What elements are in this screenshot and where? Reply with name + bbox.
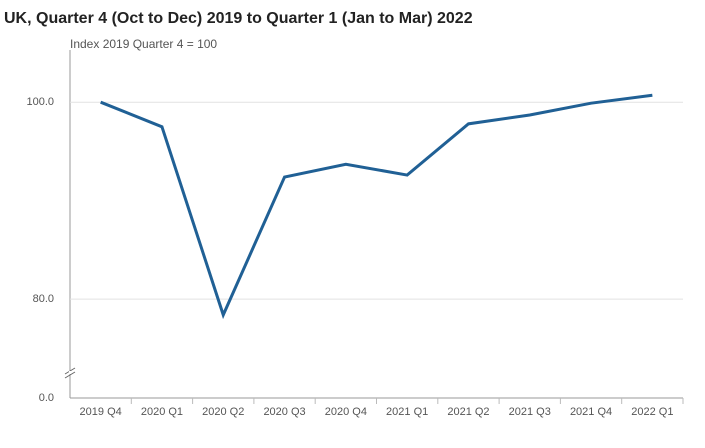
x-tick-label: 2019 Q4 bbox=[80, 406, 122, 418]
chart-title: UK, Quarter 4 (Oct to Dec) 2019 to Quart… bbox=[4, 10, 473, 27]
y-tick-label: 0.0 bbox=[39, 392, 54, 404]
axis-break-gap bbox=[69, 371, 71, 374]
x-tick-label: 2021 Q4 bbox=[570, 406, 612, 418]
y-tick-label: 100.0 bbox=[26, 96, 54, 108]
x-tick-label: 2020 Q2 bbox=[202, 406, 244, 418]
y-tick-label: 80.0 bbox=[33, 293, 54, 305]
x-tick-label: 2020 Q4 bbox=[325, 406, 367, 418]
x-tick-label: 2021 Q2 bbox=[447, 406, 489, 418]
x-tick-label: 2020 Q3 bbox=[263, 406, 305, 418]
x-tick-label: 2021 Q1 bbox=[386, 406, 428, 418]
chart-subtitle: Index 2019 Quarter 4 = 100 bbox=[70, 37, 217, 51]
x-tick-label: 2021 Q3 bbox=[509, 406, 551, 418]
line bbox=[100, 93, 653, 320]
x-tick-label: 2022 Q1 bbox=[631, 406, 673, 418]
x-tick-label: 2020 Q1 bbox=[141, 406, 183, 418]
